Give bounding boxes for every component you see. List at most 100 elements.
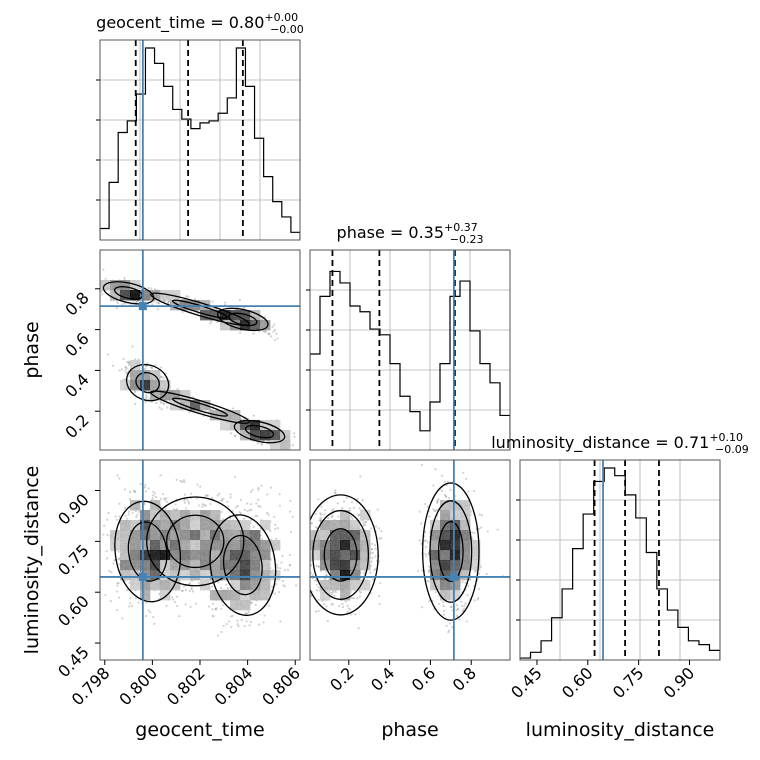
hist-panel-phase: [310, 250, 510, 450]
sample-point: [288, 553, 291, 556]
sample-point: [238, 511, 241, 514]
sample-point: [273, 328, 277, 332]
sample-point: [115, 299, 118, 303]
sample-point: [257, 486, 260, 490]
sample-point: [473, 531, 476, 535]
sample-point: [267, 332, 270, 336]
sample-point: [428, 600, 431, 603]
density-bin: [190, 400, 201, 411]
density-bin: [270, 440, 281, 450]
sample-point: [123, 276, 126, 280]
sample-point: [362, 572, 366, 575]
sample-point: [317, 565, 320, 568]
density-bin: [120, 550, 131, 561]
sample-point: [455, 603, 459, 607]
sample-point: [423, 539, 426, 542]
sample-point: [307, 556, 309, 558]
sample-point: [281, 579, 285, 583]
density-bin: [240, 430, 251, 441]
density-bin: [240, 420, 251, 431]
density-bin: [150, 290, 161, 301]
sample-point: [87, 290, 89, 292]
sample-point: [336, 502, 339, 505]
sample-point: [434, 591, 437, 594]
sample-point: [447, 631, 450, 634]
density-bin: [240, 550, 251, 561]
sample-point: [163, 497, 166, 500]
density-bin: [220, 520, 231, 531]
density-bin: [250, 570, 261, 581]
sample-point: [209, 322, 212, 325]
sample-point: [480, 526, 483, 529]
sample-point: [243, 625, 246, 628]
sample-point: [333, 594, 336, 597]
sample-point: [333, 491, 336, 494]
sample-point: [257, 504, 260, 507]
sample-point: [264, 330, 267, 334]
sample-point: [475, 570, 478, 573]
sample-point: [254, 603, 257, 607]
density-bin: [230, 590, 241, 601]
sample-point: [275, 564, 279, 567]
sample-point: [93, 275, 95, 277]
sample-point: [126, 588, 129, 591]
sample-point: [106, 353, 110, 356]
sample-point: [220, 499, 223, 502]
density-bin: [130, 580, 141, 591]
sample-point: [445, 495, 448, 498]
density-bin: [160, 380, 171, 391]
sample-point: [159, 497, 163, 500]
sample-point: [104, 277, 107, 280]
sample-point: [152, 490, 155, 493]
sample-point: [172, 508, 175, 511]
sample-point: [374, 544, 377, 547]
density-bin: [160, 510, 171, 521]
density-bin: [200, 530, 211, 541]
sample-point: [118, 477, 121, 480]
sample-point: [462, 471, 465, 474]
sample-point: [159, 400, 162, 403]
sample-point: [144, 393, 148, 397]
sample-point: [217, 581, 220, 584]
density-bin: [150, 550, 161, 561]
sample-point: [456, 607, 459, 610]
sample-point: [262, 621, 265, 624]
sample-point: [358, 590, 361, 593]
sample-point: [371, 551, 375, 555]
sample-point: [161, 493, 164, 496]
sample-point: [303, 564, 305, 566]
sample-point: [180, 589, 183, 592]
sample-point: [122, 358, 125, 361]
sample-point: [231, 407, 235, 410]
density-bin: [170, 530, 181, 541]
sample-point: [229, 615, 233, 618]
density-bin: [210, 570, 221, 581]
sample-point: [134, 597, 138, 600]
density-bin: [140, 290, 151, 301]
sample-point: [103, 524, 106, 527]
sample-point: [310, 522, 313, 525]
density-bin: [220, 540, 231, 551]
sample-point: [260, 442, 263, 445]
density-bin: [200, 570, 211, 581]
sample-point: [116, 474, 119, 477]
density-bin: [180, 300, 191, 311]
sample-point: [220, 607, 223, 610]
sample-point: [477, 596, 480, 600]
sample-point: [128, 375, 131, 378]
sample-point: [283, 585, 287, 588]
sample-point: [150, 366, 153, 369]
sample-point: [323, 513, 326, 516]
density-bin: [230, 570, 241, 581]
sample-point: [449, 605, 453, 609]
sample-point: [478, 513, 481, 516]
sample-point: [239, 498, 243, 502]
sample-point: [428, 515, 431, 518]
sample-point: [149, 610, 152, 614]
sample-point: [426, 505, 429, 508]
sample-point: [262, 329, 265, 333]
sample-point: [267, 604, 271, 607]
sample-point: [151, 366, 154, 370]
density-bin: [230, 550, 241, 561]
density-bin: [200, 560, 211, 571]
